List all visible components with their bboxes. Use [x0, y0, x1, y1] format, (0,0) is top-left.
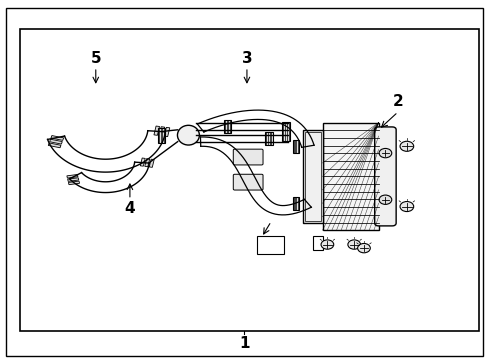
- Circle shape: [399, 141, 413, 151]
- FancyBboxPatch shape: [233, 149, 263, 165]
- Bar: [140, 158, 145, 166]
- Bar: [20, 30, 478, 330]
- Bar: [68, 181, 80, 185]
- FancyBboxPatch shape: [223, 120, 231, 133]
- Text: 1: 1: [239, 336, 249, 351]
- Bar: [159, 127, 164, 136]
- Text: 2: 2: [392, 94, 403, 109]
- Circle shape: [357, 243, 369, 253]
- Bar: [322, 123, 378, 230]
- Circle shape: [378, 148, 391, 158]
- Bar: [48, 143, 61, 148]
- FancyBboxPatch shape: [158, 129, 165, 143]
- Text: 3: 3: [241, 50, 252, 66]
- FancyBboxPatch shape: [374, 127, 395, 226]
- Circle shape: [378, 195, 391, 204]
- Bar: [256, 236, 283, 253]
- Text: 4: 4: [124, 201, 135, 216]
- Circle shape: [321, 240, 333, 249]
- Circle shape: [399, 202, 413, 212]
- Ellipse shape: [177, 125, 199, 145]
- Bar: [154, 126, 159, 135]
- Bar: [305, 132, 321, 221]
- Bar: [303, 130, 323, 223]
- Text: 5: 5: [90, 50, 101, 66]
- Bar: [312, 235, 323, 250]
- Bar: [51, 136, 63, 140]
- FancyBboxPatch shape: [233, 174, 263, 190]
- FancyBboxPatch shape: [292, 197, 298, 210]
- FancyBboxPatch shape: [264, 132, 272, 145]
- Bar: [49, 139, 62, 144]
- FancyBboxPatch shape: [292, 140, 298, 153]
- Circle shape: [347, 240, 360, 249]
- Bar: [67, 178, 79, 181]
- Bar: [149, 159, 154, 167]
- Bar: [164, 127, 169, 137]
- Bar: [67, 175, 78, 178]
- Bar: [144, 159, 149, 167]
- FancyBboxPatch shape: [282, 122, 289, 141]
